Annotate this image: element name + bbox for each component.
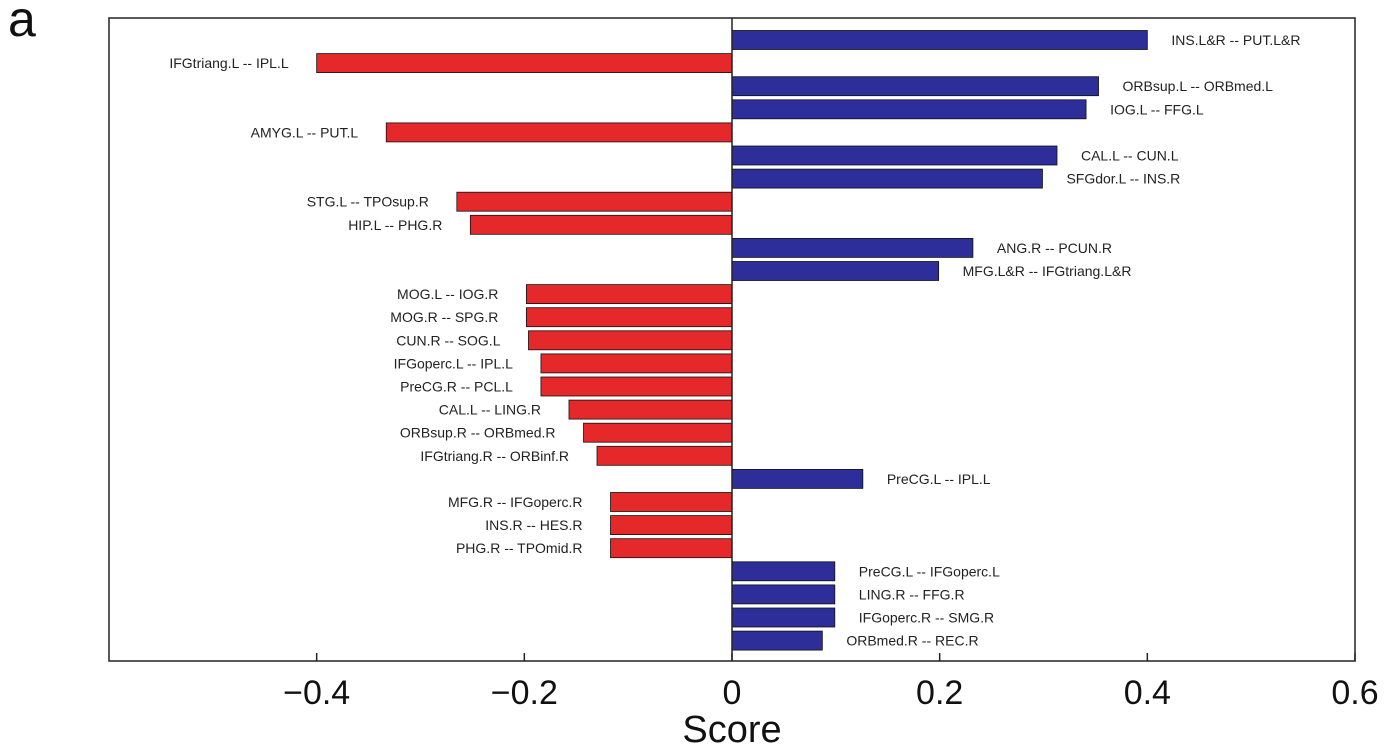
bar-4 <box>385 122 733 143</box>
x-tick-label-3: 0.2 <box>916 674 963 712</box>
bar-2 <box>731 76 1099 97</box>
bar-5 <box>731 145 1058 166</box>
bar-9 <box>731 237 974 258</box>
bar-label-21: INS.R -- HES.R <box>485 517 582 533</box>
x-tick-label-0: −0.4 <box>283 674 350 712</box>
bar-label-10: MFG.L&R -- IFGtriang.L&R <box>963 263 1132 279</box>
bar-12 <box>526 307 733 328</box>
x-tick-label-2: 0 <box>723 674 742 712</box>
bar-label-1: IFGtriang.L -- IPL.L <box>169 55 289 71</box>
bar-13 <box>528 330 733 351</box>
bar-label-24: LING.R -- FFG.R <box>859 586 965 602</box>
bar-14 <box>540 353 733 374</box>
panel-label: a <box>8 0 36 47</box>
bar-7 <box>456 191 733 212</box>
bar-label-9: ANG.R -- PCUN.R <box>997 240 1112 256</box>
bar-23 <box>731 561 836 582</box>
bar-label-23: PreCG.L -- IFGoperc.L <box>859 563 1000 579</box>
bar-label-25: IFGoperc.R -- SMG.R <box>859 610 994 626</box>
bar-label-6: SFGdor.L -- INS.R <box>1066 171 1180 187</box>
x-tick-label-5: 0.6 <box>1331 674 1378 712</box>
bar-label-19: PreCG.L -- IPL.L <box>887 471 991 487</box>
bar-label-5: CAL.L -- CUN.L <box>1081 148 1179 164</box>
bar-label-14: IFGoperc.L -- IPL.L <box>394 355 514 371</box>
bar-labels-layer: INS.L&R -- PUT.L&R IFGtriang.L -- IPL.L OR… <box>169 32 1300 649</box>
bar-label-0: INS.L&R -- PUT.L&R <box>1171 32 1300 48</box>
bar-label-15: PreCG.R -- PCL.L <box>400 379 513 395</box>
bar-label-2: ORBsup.L -- ORBmed.L <box>1123 78 1274 94</box>
x-tick-label-4: 0.4 <box>1124 674 1171 712</box>
bar-label-8: HIP.L -- PHG.R <box>348 217 442 233</box>
bar-label-13: CUN.R -- SOG.L <box>396 332 500 348</box>
x-axis-ticks: −0.4 −0.2 0 0.2 0.4 0.6 <box>283 653 1379 712</box>
bar-label-22: PHG.R -- TPOmid.R <box>456 540 583 556</box>
bar-10 <box>731 261 940 281</box>
x-axis-title: Score <box>682 709 781 751</box>
bar-16 <box>568 399 733 420</box>
bar-label-11: MOG.L -- IOG.R <box>397 286 498 302</box>
bar-19 <box>731 468 864 489</box>
bar-26 <box>731 630 823 651</box>
bar-15 <box>540 376 733 397</box>
bar-label-26: ORBmed.R -- REC.R <box>846 633 978 649</box>
bar-label-20: MFG.R -- IFGoperc.R <box>448 494 583 510</box>
x-tick-label-1: −0.2 <box>491 674 558 712</box>
bar-18 <box>596 445 733 466</box>
bar-label-12: MOG.R -- SPG.R <box>390 309 498 325</box>
bar-11 <box>526 284 733 305</box>
bar-label-16: CAL.L -- LING.R <box>439 402 541 418</box>
bar-label-17: ORBsup.R -- ORBmed.R <box>400 425 556 441</box>
bar-label-18: IFGtriang.R -- ORBinf.R <box>420 448 569 464</box>
bar-3 <box>731 99 1087 120</box>
bar-24 <box>731 584 836 605</box>
bar-8 <box>469 214 733 235</box>
bar-0 <box>731 30 1148 50</box>
bar-6 <box>731 168 1043 189</box>
bar-20 <box>610 492 733 512</box>
bar-label-3: IOG.L -- FFG.L <box>1110 101 1204 117</box>
bars-layer <box>316 30 1148 651</box>
bar-21 <box>610 515 733 535</box>
bar-label-7: STG.L -- TPOsup.R <box>307 194 429 210</box>
bar-17 <box>583 422 733 443</box>
bar-1 <box>316 53 733 73</box>
bar-label-4: AMYG.L -- PUT.L <box>251 124 359 140</box>
bar-22 <box>610 538 733 559</box>
bar-25 <box>731 607 836 628</box>
